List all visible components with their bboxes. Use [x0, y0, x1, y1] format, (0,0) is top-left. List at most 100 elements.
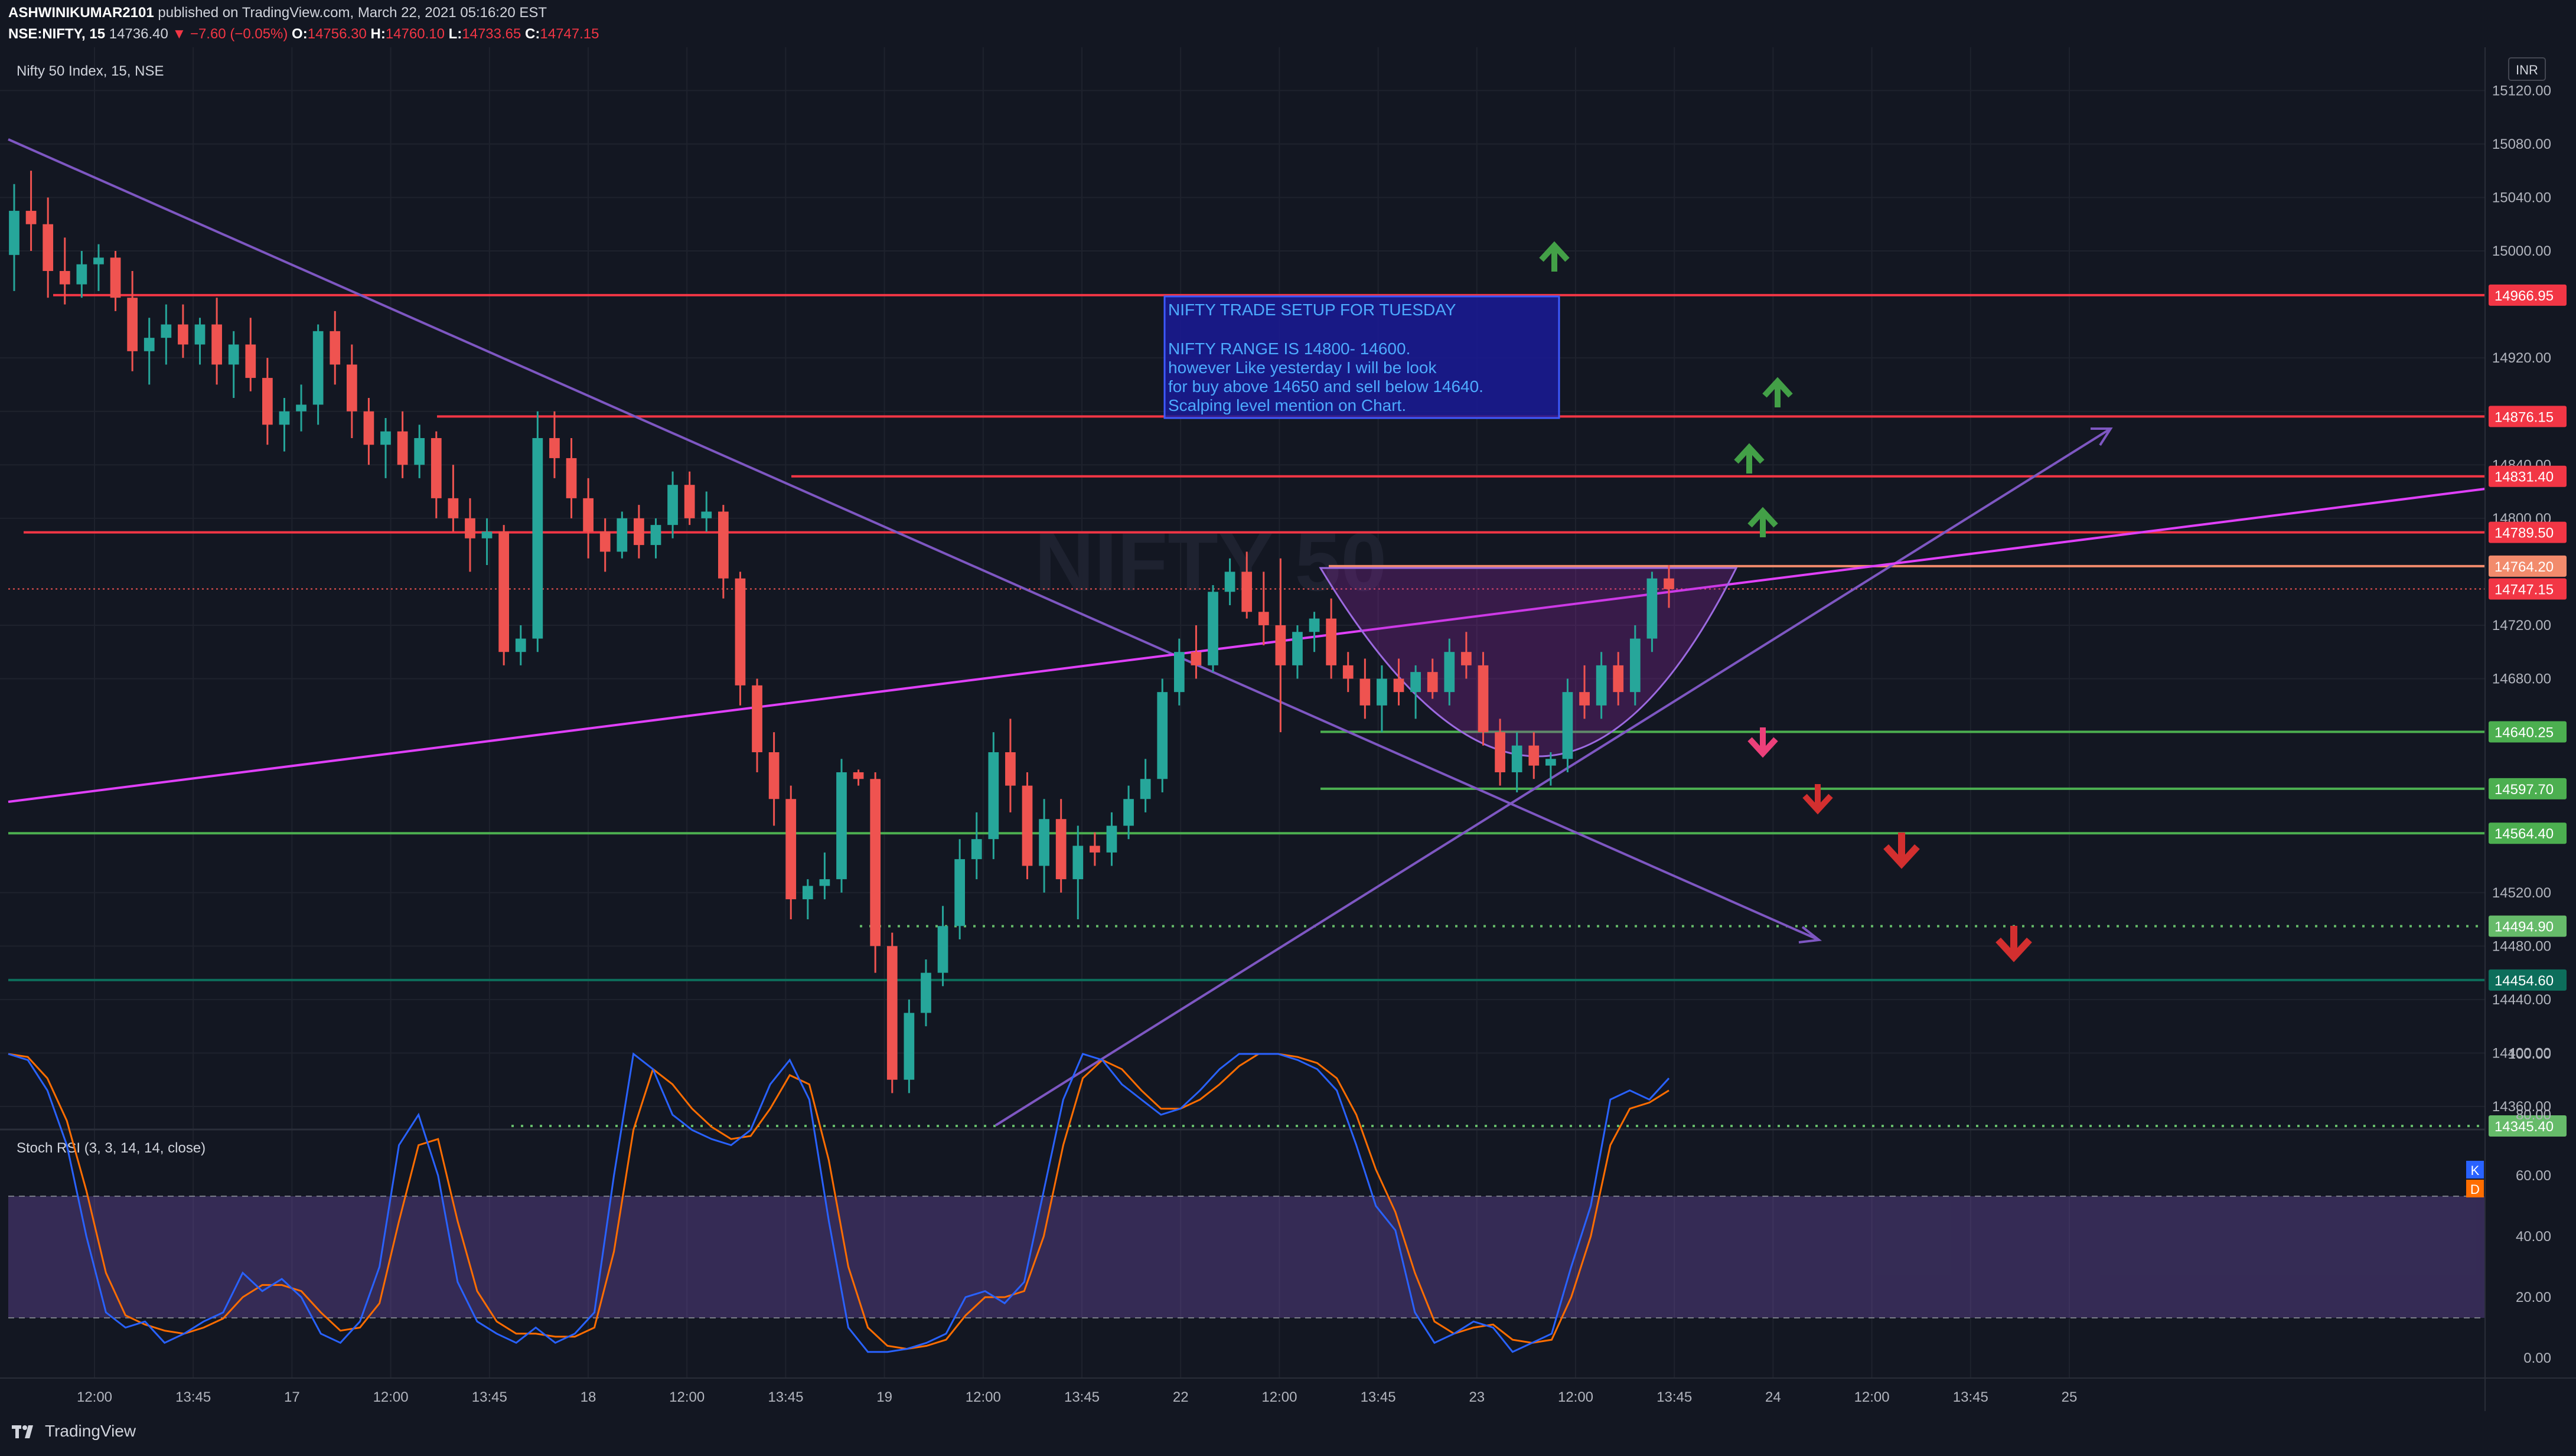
candle-body[interactable]: [921, 972, 931, 1013]
candle-body[interactable]: [127, 298, 138, 351]
candle-body[interactable]: [904, 1013, 915, 1080]
candle-body[interactable]: [701, 511, 712, 518]
candle-body[interactable]: [346, 364, 357, 412]
candle-body[interactable]: [228, 344, 239, 365]
candle-body[interactable]: [1090, 845, 1100, 853]
candle-body[interactable]: [1123, 799, 1134, 826]
candle-body[interactable]: [1478, 665, 1489, 733]
candle-body[interactable]: [1039, 819, 1049, 866]
stoch-rsi-pane[interactable]: Stoch RSI (3, 3, 14, 14, close): [8, 1052, 2485, 1353]
candle-body[interactable]: [262, 378, 273, 425]
candle-body[interactable]: [1173, 652, 1185, 693]
candle-body[interactable]: [836, 772, 847, 880]
candle-body[interactable]: [1309, 618, 1320, 632]
candle-body[interactable]: [515, 638, 526, 652]
candle-body[interactable]: [59, 270, 70, 285]
candle-body[interactable]: [1359, 678, 1371, 706]
candle-body[interactable]: [1157, 692, 1168, 779]
candle-body[interactable]: [1545, 759, 1556, 766]
candle-body[interactable]: [532, 438, 543, 639]
candle-body[interactable]: [549, 438, 560, 458]
trendline-drawings[interactable]: [8, 138, 2486, 1127]
candle-body[interactable]: [886, 946, 898, 1080]
candle-body[interactable]: [1140, 779, 1151, 799]
candle-body[interactable]: [667, 485, 678, 525]
candle-body[interactable]: [380, 431, 391, 445]
candle-body[interactable]: [296, 404, 306, 412]
price-axis[interactable]: 15120.00 15080.00 15040.00 15000.00 14920.00…: [2489, 83, 2567, 1137]
stoch-axis[interactable]: 100.00 80.00 60.00 40.00 20.00 0.00 KD: [2466, 1046, 2551, 1366]
candlestick-series[interactable]: [9, 171, 1674, 1093]
candle-body[interactable]: [9, 211, 19, 255]
candle-body[interactable]: [1055, 819, 1067, 880]
candle-body[interactable]: [735, 578, 746, 685]
candle-body[interactable]: [312, 331, 324, 405]
candle-body[interactable]: [1326, 618, 1337, 665]
candle-body[interactable]: [937, 926, 948, 973]
candle-body[interactable]: [1528, 745, 1540, 766]
candle-body[interactable]: [1646, 578, 1658, 639]
candle-body[interactable]: [1495, 732, 1505, 772]
candle-body[interactable]: [144, 338, 155, 351]
candle-body[interactable]: [971, 839, 982, 860]
candle-body[interactable]: [1410, 672, 1421, 693]
magenta-trendline[interactable]: [8, 488, 2486, 803]
candle-body[interactable]: [1613, 665, 1624, 693]
candle-body[interactable]: [634, 518, 644, 546]
candle-body[interactable]: [465, 518, 475, 538]
candle-body[interactable]: [853, 772, 864, 779]
candle-body[interactable]: [752, 685, 762, 753]
candle-body[interactable]: [178, 324, 188, 345]
publisher-name[interactable]: ASHWINIKUMAR2101: [8, 5, 154, 21]
candle-body[interactable]: [684, 485, 695, 518]
candle-body[interactable]: [1562, 692, 1573, 759]
tradingview-logo[interactable]: TradingView: [12, 1422, 136, 1441]
candle-body[interactable]: [1292, 632, 1303, 665]
candle-body[interactable]: [954, 859, 966, 926]
candle-body[interactable]: [785, 799, 797, 900]
candle-body[interactable]: [1427, 672, 1438, 693]
candle-body[interactable]: [1022, 785, 1033, 866]
candle-body[interactable]: [1275, 625, 1286, 665]
time-axis[interactable]: 12:00 13:45 17 12:00 13:45 18 12:00 13:45 19 12:0…: [77, 1389, 2077, 1405]
candle-body[interactable]: [1106, 825, 1117, 853]
down-trendline[interactable]: [8, 138, 1819, 941]
candle-body[interactable]: [1461, 652, 1472, 665]
cup-pattern[interactable]: [1319, 567, 1738, 758]
candle-body[interactable]: [599, 531, 611, 552]
candle-body[interactable]: [76, 264, 87, 285]
candle-body[interactable]: [25, 211, 37, 224]
candle-body[interactable]: [1342, 665, 1354, 679]
candle-body[interactable]: [498, 531, 510, 652]
candle-body[interactable]: [566, 458, 577, 498]
candle-body[interactable]: [1511, 745, 1522, 772]
candle-body[interactable]: [617, 518, 628, 552]
candle-body[interactable]: [650, 525, 661, 546]
candle-body[interactable]: [1191, 652, 1202, 665]
candle-body[interactable]: [1393, 678, 1404, 693]
candle-body[interactable]: [211, 324, 222, 365]
candle-body[interactable]: [1444, 652, 1455, 693]
candle-body[interactable]: [1258, 612, 1269, 625]
candle-body[interactable]: [397, 431, 408, 465]
candle-body[interactable]: [718, 511, 729, 579]
candle-body[interactable]: [1596, 665, 1607, 706]
candle-body[interactable]: [330, 331, 341, 365]
candle-body[interactable]: [768, 752, 780, 799]
candle-body[interactable]: [481, 531, 493, 538]
candle-body[interactable]: [279, 411, 290, 425]
candle-body[interactable]: [819, 879, 830, 886]
candle-body[interactable]: [1224, 572, 1235, 592]
candle-body[interactable]: [988, 752, 999, 840]
candle-body[interactable]: [43, 224, 54, 271]
candle-body[interactable]: [414, 438, 425, 465]
candle-body[interactable]: [1629, 638, 1641, 693]
candle-body[interactable]: [93, 257, 104, 265]
candle-body[interactable]: [1664, 578, 1674, 589]
candle-body[interactable]: [110, 257, 121, 298]
candle-body[interactable]: [448, 498, 459, 518]
candle-body[interactable]: [245, 344, 256, 378]
symbol-label[interactable]: NSE:NIFTY, 15: [8, 26, 106, 42]
candle-body[interactable]: [1208, 592, 1218, 665]
price-chart[interactable]: NIFTY 50 Nifty 50 Index, 15, NSE NIFTY T…: [0, 0, 2576, 1411]
